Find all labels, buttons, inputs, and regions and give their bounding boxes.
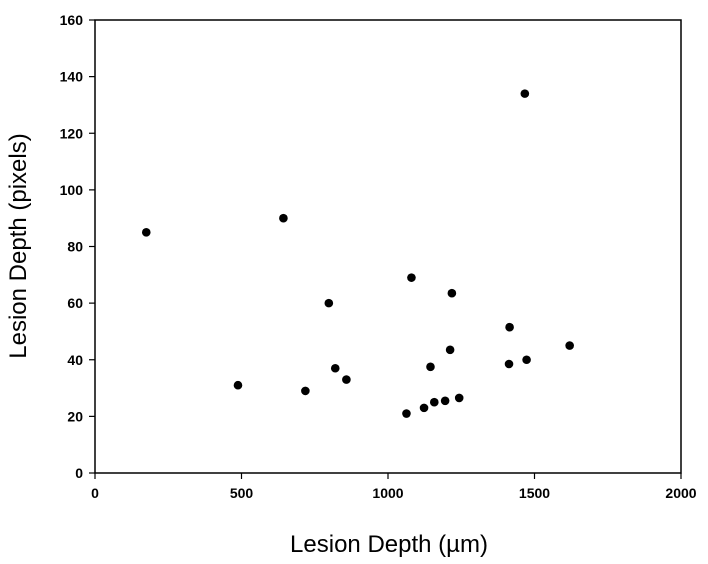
data-point [402, 409, 411, 418]
data-point [301, 386, 310, 396]
plot-frame [94, 19, 682, 474]
plot-border [94, 19, 682, 474]
data-point [565, 341, 574, 350]
data-points [141, 89, 574, 418]
data-point [454, 393, 464, 403]
x-axis-title: Lesion Depth (µm) [290, 531, 488, 558]
data-point [447, 288, 457, 298]
data-point [520, 89, 530, 98]
data-point [141, 228, 151, 237]
x-tick-label: 2000 [665, 485, 696, 501]
data-point [233, 380, 243, 390]
data-point [429, 397, 439, 407]
y-tick-label: 60 [67, 295, 83, 311]
axis-ticks: 0 500 1000 1500 2000 0 20 40 60 80 100 120 140 160 [60, 12, 697, 501]
y-axis-title: Lesion Depth (pixels) [5, 133, 32, 358]
x-tick-label: 500 [230, 485, 254, 501]
data-point [426, 362, 435, 372]
y-tick-label: 140 [60, 69, 84, 85]
y-tick-label: 40 [67, 352, 83, 368]
data-point [440, 396, 450, 406]
data-point [504, 359, 514, 369]
x-tick-label: 1000 [372, 485, 403, 501]
data-point [279, 213, 288, 223]
data-point [505, 322, 514, 332]
y-tick-label: 120 [60, 125, 84, 141]
x-tick-label: 1500 [519, 485, 550, 501]
data-point [407, 273, 416, 282]
y-tick-label: 20 [67, 408, 83, 424]
y-tick-label: 0 [75, 465, 83, 481]
data-point [324, 298, 334, 308]
y-tick-label: 80 [67, 239, 83, 255]
data-point [342, 375, 351, 384]
y-tick-label: 160 [60, 12, 84, 28]
y-tick-label: 100 [60, 182, 84, 198]
data-point [522, 355, 531, 365]
x-tick-label: 0 [91, 485, 99, 501]
data-point [445, 345, 455, 355]
data-point [419, 403, 429, 413]
data-point [330, 363, 340, 373]
